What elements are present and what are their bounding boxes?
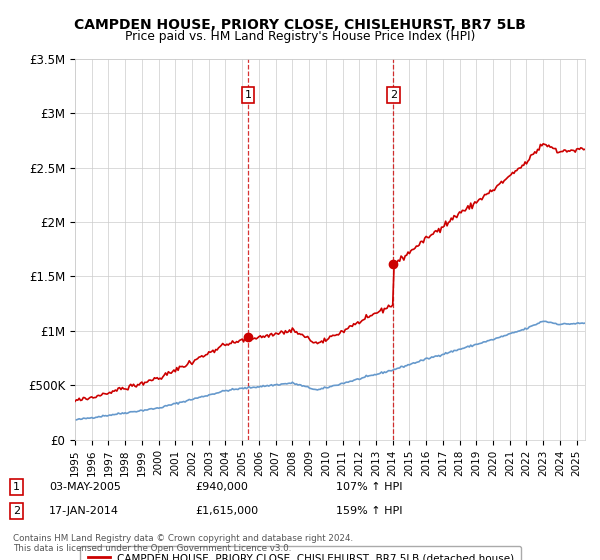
Text: 159% ↑ HPI: 159% ↑ HPI (336, 506, 403, 516)
Text: Price paid vs. HM Land Registry's House Price Index (HPI): Price paid vs. HM Land Registry's House … (125, 30, 475, 43)
Text: 107% ↑ HPI: 107% ↑ HPI (336, 482, 403, 492)
Legend: CAMPDEN HOUSE, PRIORY CLOSE, CHISLEHURST, BR7 5LB (detached house), HPI: Average: CAMPDEN HOUSE, PRIORY CLOSE, CHISLEHURST… (80, 546, 521, 560)
Text: 1: 1 (244, 90, 251, 100)
Text: 03-MAY-2005: 03-MAY-2005 (49, 482, 121, 492)
Text: CAMPDEN HOUSE, PRIORY CLOSE, CHISLEHURST, BR7 5LB: CAMPDEN HOUSE, PRIORY CLOSE, CHISLEHURST… (74, 18, 526, 32)
Text: 1: 1 (13, 482, 20, 492)
Text: Contains HM Land Registry data © Crown copyright and database right 2024.
This d: Contains HM Land Registry data © Crown c… (13, 534, 353, 553)
Text: £940,000: £940,000 (195, 482, 248, 492)
Text: 2: 2 (13, 506, 20, 516)
Text: 2: 2 (390, 90, 397, 100)
Text: £1,615,000: £1,615,000 (195, 506, 258, 516)
Text: 17-JAN-2014: 17-JAN-2014 (49, 506, 119, 516)
